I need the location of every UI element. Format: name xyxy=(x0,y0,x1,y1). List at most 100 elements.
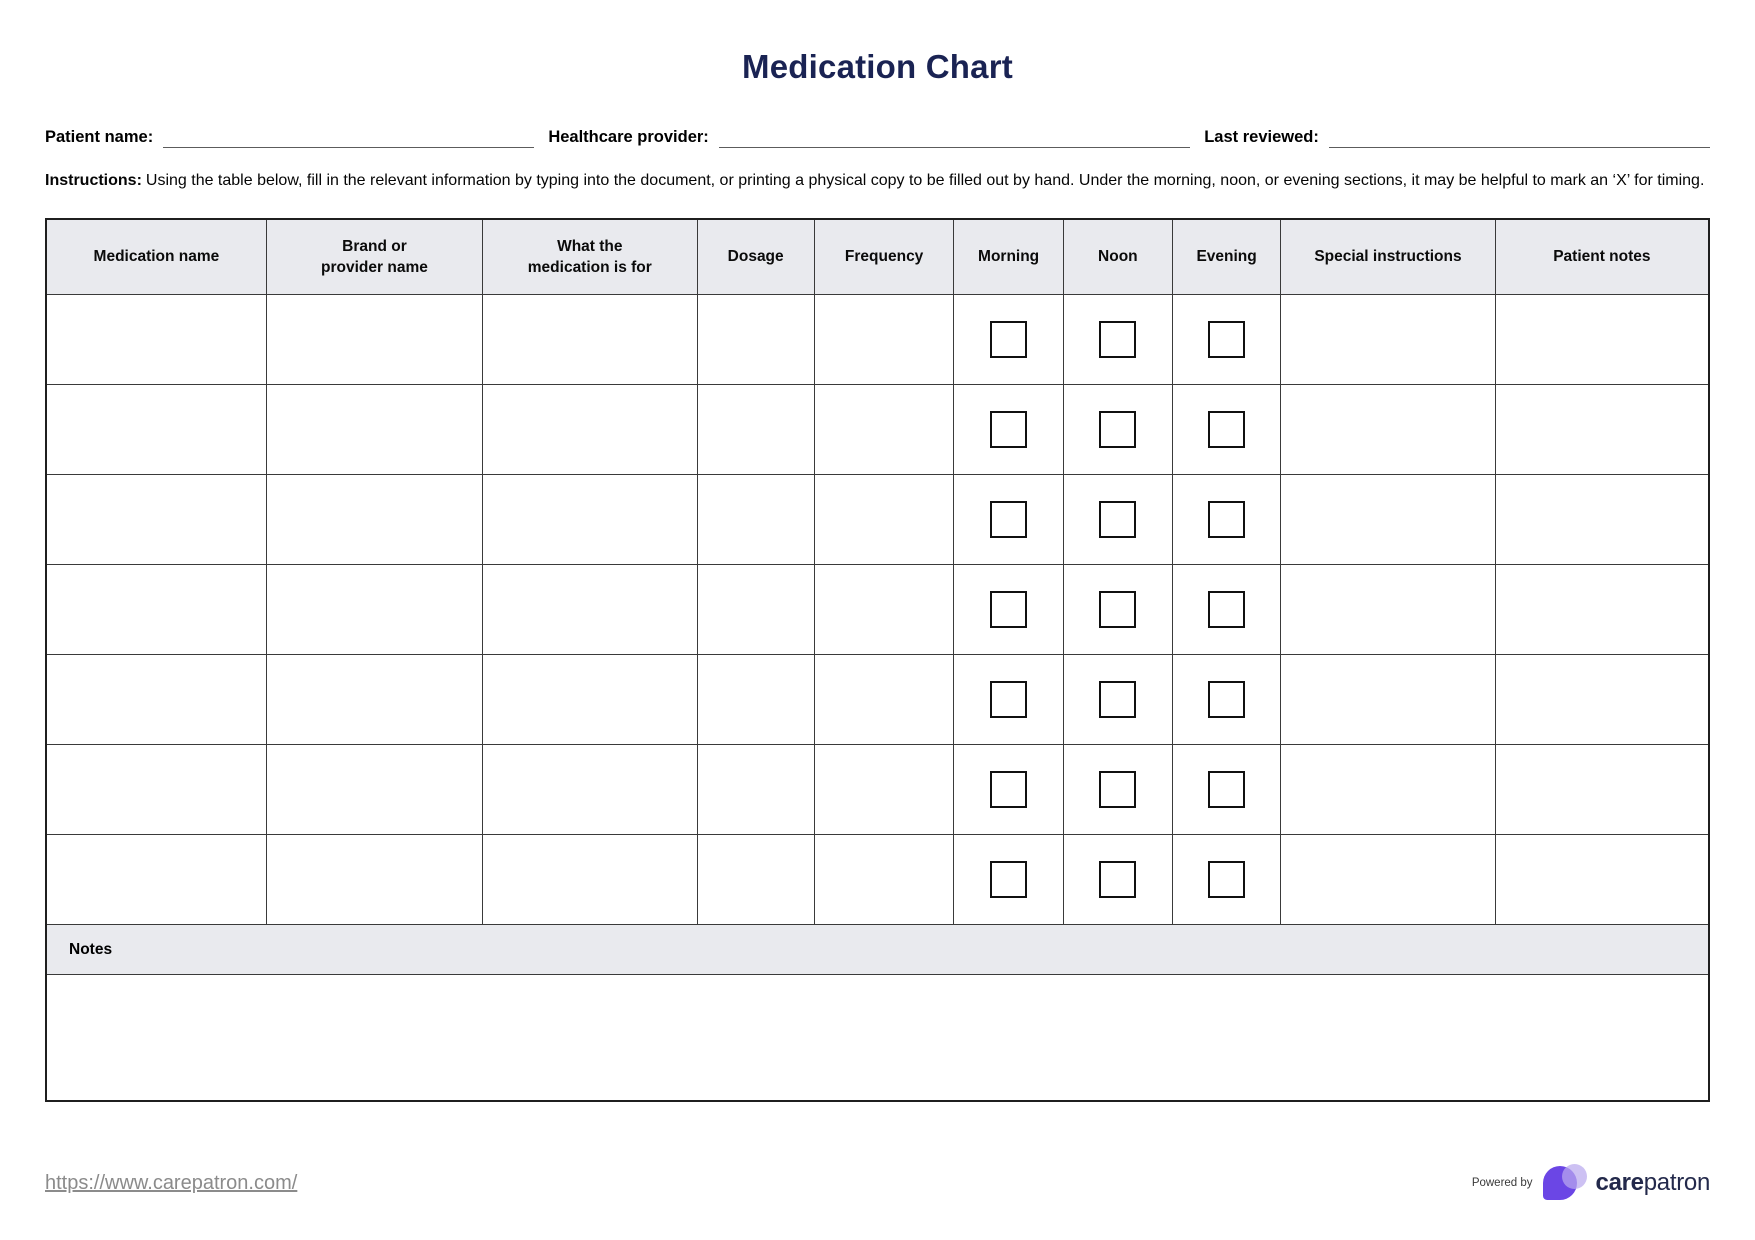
brand-provider-cell[interactable] xyxy=(265,474,484,565)
what-for-cell[interactable] xyxy=(482,384,698,475)
brand-provider-cell[interactable] xyxy=(265,834,484,925)
medication-name-cell[interactable] xyxy=(45,474,267,565)
evening-checkbox[interactable] xyxy=(1208,681,1246,718)
evening-checkbox[interactable] xyxy=(1208,861,1246,898)
frequency-cell[interactable] xyxy=(813,744,955,835)
dosage-cell[interactable] xyxy=(696,564,815,655)
brand-provider-cell[interactable] xyxy=(265,384,484,475)
morning-checkbox[interactable] xyxy=(990,501,1028,538)
brand-provider-cell[interactable] xyxy=(265,654,484,745)
patient-notes-cell[interactable] xyxy=(1494,564,1710,655)
brand-provider-cell[interactable] xyxy=(265,564,484,655)
evening-checkbox[interactable] xyxy=(1208,771,1246,808)
page-title: Medication Chart xyxy=(742,48,1013,85)
brand-provider-cell[interactable] xyxy=(265,294,484,385)
medication-name-cell[interactable] xyxy=(45,654,267,745)
frequency-cell[interactable] xyxy=(813,294,955,385)
medication-name-cell[interactable] xyxy=(45,564,267,655)
noon-checkbox[interactable] xyxy=(1099,681,1137,718)
healthcare-provider-input[interactable] xyxy=(718,128,1191,148)
frequency-cell[interactable] xyxy=(813,474,955,565)
dosage-cell[interactable] xyxy=(696,834,815,925)
evening-checkbox[interactable] xyxy=(1208,411,1246,448)
patient-notes-cell[interactable] xyxy=(1494,384,1710,475)
morning-cell xyxy=(953,564,1064,655)
frequency-cell[interactable] xyxy=(813,384,955,475)
powered-by-block: Powered by carepatron xyxy=(1472,1164,1710,1202)
noon-checkbox[interactable] xyxy=(1099,591,1137,628)
special-instructions-cell[interactable] xyxy=(1280,744,1496,835)
morning-checkbox[interactable] xyxy=(990,771,1028,808)
noon-cell xyxy=(1062,744,1173,835)
morning-checkbox[interactable] xyxy=(990,411,1028,448)
evening-cell xyxy=(1171,654,1282,745)
table-row xyxy=(45,474,1710,565)
noon-cell xyxy=(1062,654,1173,745)
morning-checkbox[interactable] xyxy=(990,861,1028,898)
morning-checkbox[interactable] xyxy=(990,321,1028,358)
evening-cell xyxy=(1171,564,1282,655)
what-for-cell[interactable] xyxy=(482,654,698,745)
dosage-cell[interactable] xyxy=(696,654,815,745)
dosage-cell[interactable] xyxy=(696,474,815,565)
noon-checkbox[interactable] xyxy=(1099,321,1137,358)
patient-notes-cell[interactable] xyxy=(1494,474,1710,565)
col-header-medication-name: Medication name xyxy=(45,218,267,295)
medication-name-cell[interactable] xyxy=(45,834,267,925)
what-for-cell[interactable] xyxy=(482,564,698,655)
notes-input-area[interactable] xyxy=(45,974,1710,1101)
noon-checkbox[interactable] xyxy=(1099,771,1137,808)
table-body: Notes xyxy=(45,294,1710,1101)
evening-checkbox[interactable] xyxy=(1208,591,1246,628)
medication-name-cell[interactable] xyxy=(45,384,267,475)
special-instructions-cell[interactable] xyxy=(1280,834,1496,925)
frequency-cell[interactable] xyxy=(813,654,955,745)
dosage-cell[interactable] xyxy=(696,294,815,385)
what-for-cell[interactable] xyxy=(482,834,698,925)
evening-checkbox[interactable] xyxy=(1208,321,1246,358)
evening-checkbox[interactable] xyxy=(1208,501,1246,538)
noon-checkbox[interactable] xyxy=(1099,861,1137,898)
table-row xyxy=(45,384,1710,475)
col-header-what-for: What the medication is for xyxy=(482,218,698,295)
table-row xyxy=(45,294,1710,385)
special-instructions-cell[interactable] xyxy=(1280,384,1496,475)
table-header-row: Medication name Brand or provider name W… xyxy=(45,218,1710,295)
frequency-cell[interactable] xyxy=(813,564,955,655)
patient-notes-cell[interactable] xyxy=(1494,834,1710,925)
morning-cell xyxy=(953,744,1064,835)
carepatron-url-link[interactable]: https://www.carepatron.com/ xyxy=(45,1171,298,1194)
what-for-cell[interactable] xyxy=(482,474,698,565)
morning-cell xyxy=(953,294,1064,385)
special-instructions-cell[interactable] xyxy=(1280,474,1496,565)
last-reviewed-input[interactable] xyxy=(1328,128,1710,148)
brand-provider-cell[interactable] xyxy=(265,744,484,835)
notes-section-label: Notes xyxy=(45,924,1710,975)
instructions-paragraph: Instructions: Using the table below, fill… xyxy=(45,170,1710,192)
patient-notes-cell[interactable] xyxy=(1494,744,1710,835)
morning-checkbox[interactable] xyxy=(990,591,1028,628)
special-instructions-cell[interactable] xyxy=(1280,564,1496,655)
special-instructions-cell[interactable] xyxy=(1280,654,1496,745)
what-for-cell[interactable] xyxy=(482,294,698,385)
noon-checkbox[interactable] xyxy=(1099,411,1137,448)
evening-cell xyxy=(1171,834,1282,925)
patient-notes-cell[interactable] xyxy=(1494,294,1710,385)
medication-name-cell[interactable] xyxy=(45,744,267,835)
morning-checkbox[interactable] xyxy=(990,681,1028,718)
noon-checkbox[interactable] xyxy=(1099,501,1137,538)
medication-name-cell[interactable] xyxy=(45,294,267,385)
patient-name-label: Patient name: xyxy=(45,128,154,146)
col-header-special-instructions: Special instructions xyxy=(1280,218,1496,295)
brand-patron-text: patron xyxy=(1643,1169,1711,1196)
frequency-cell[interactable] xyxy=(813,834,955,925)
morning-cell xyxy=(953,834,1064,925)
patient-name-input[interactable] xyxy=(163,128,535,148)
footer: https://www.carepatron.com/ Powered by c… xyxy=(45,1164,1710,1202)
dosage-cell[interactable] xyxy=(696,384,815,475)
what-for-cell[interactable] xyxy=(482,744,698,835)
patient-notes-cell[interactable] xyxy=(1494,654,1710,745)
dosage-cell[interactable] xyxy=(696,744,815,835)
special-instructions-cell[interactable] xyxy=(1280,294,1496,385)
